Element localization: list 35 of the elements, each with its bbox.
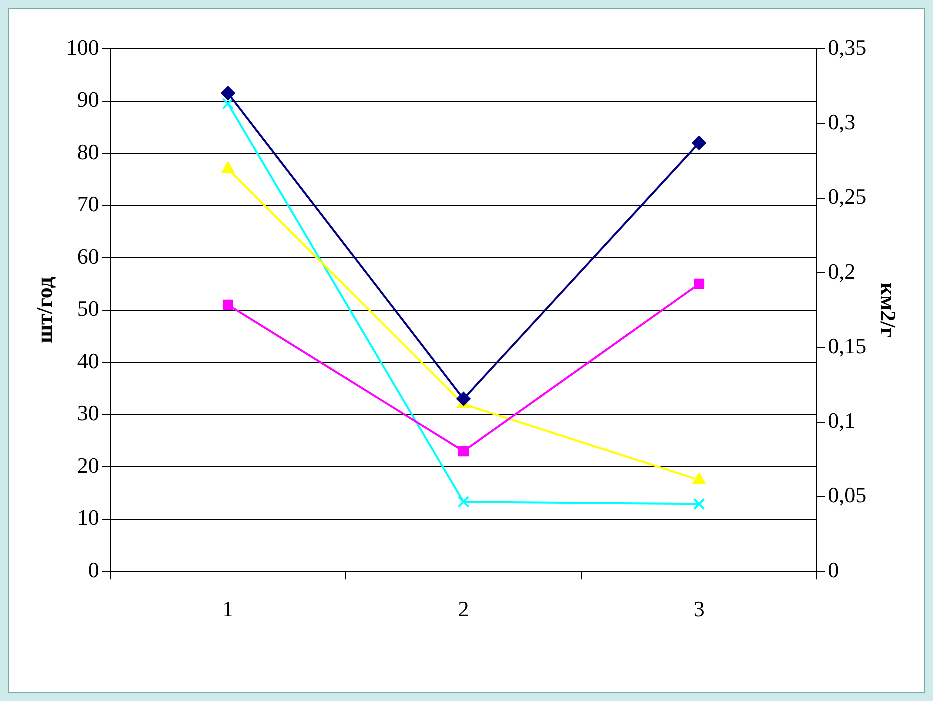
point <box>222 162 234 174</box>
y-tick-label: 70 <box>77 192 100 217</box>
point <box>693 498 706 510</box>
x-tick-label: 2 <box>458 596 470 622</box>
point <box>222 300 234 310</box>
y2-tick-label: 0,15 <box>828 333 867 358</box>
y-tick-label: 0 <box>88 557 100 582</box>
y2-tick-label: 0,3 <box>828 109 856 134</box>
y2-tick-label: 0,35 <box>828 34 867 60</box>
y-tick-label: 100 <box>66 34 100 60</box>
y-tick-label: 30 <box>77 400 100 426</box>
point <box>456 392 471 406</box>
y-tick-label: 20 <box>77 452 100 478</box>
point <box>692 136 706 150</box>
x-tick-label: 1 <box>222 596 234 622</box>
y2-axis-title: км2/г <box>876 282 902 338</box>
y2-tick-label: 0,25 <box>828 184 867 210</box>
y-tick-label: 10 <box>77 505 100 530</box>
point <box>693 473 706 484</box>
point <box>694 278 705 290</box>
point <box>221 86 236 100</box>
y2-tick-label: 0,2 <box>828 258 856 284</box>
y-axis-title: шт/год <box>32 277 57 344</box>
point <box>222 98 234 110</box>
point <box>458 496 470 508</box>
x-tick-label: 3 <box>694 596 705 622</box>
y-tick-label: 40 <box>77 348 100 374</box>
y2-tick-label: 0,1 <box>828 408 856 434</box>
y-tick-label: 80 <box>77 139 100 164</box>
y-tick-label: 50 <box>77 296 100 322</box>
y-tick-label: 60 <box>77 244 100 269</box>
point <box>458 446 469 457</box>
y-tick-label: 90 <box>77 87 100 112</box>
y2-tick-label: 0,05 <box>828 482 867 508</box>
y2-tick-label: 0 <box>828 557 840 582</box>
